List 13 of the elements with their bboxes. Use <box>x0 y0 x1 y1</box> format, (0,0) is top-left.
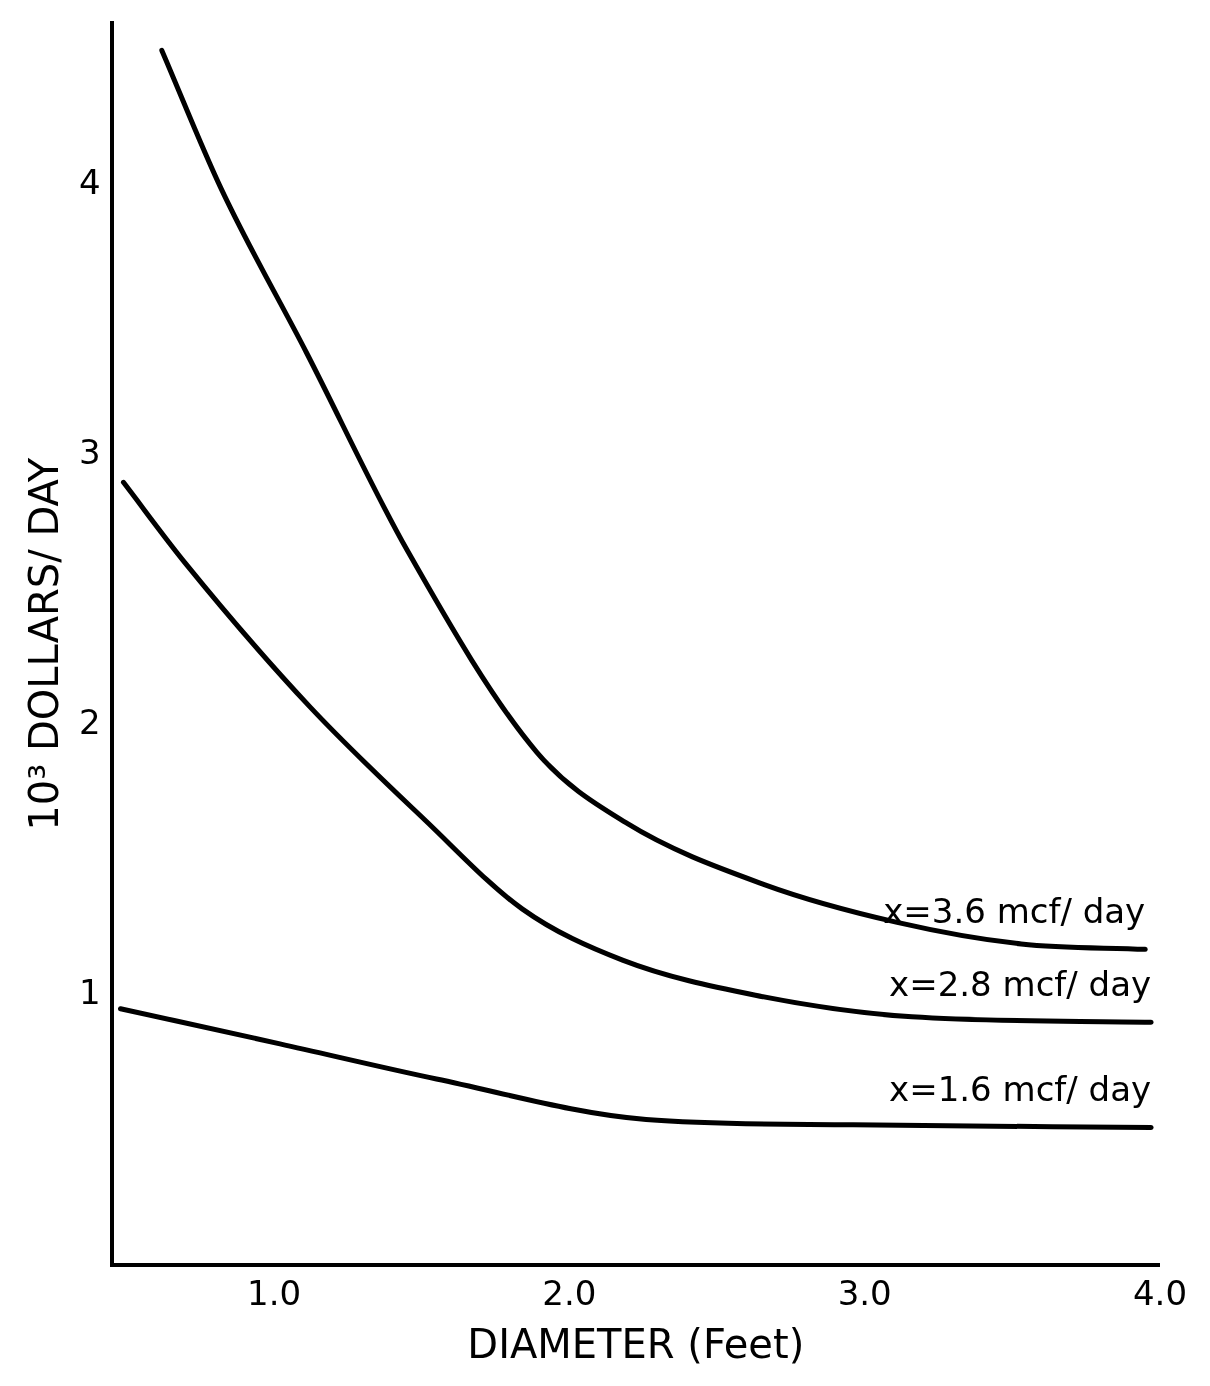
x-tick-label: 1.0 <box>247 1273 302 1314</box>
x-tick-label: 2.0 <box>542 1273 597 1314</box>
y-tick-label: 3 <box>78 432 101 473</box>
y-tick-label: 2 <box>78 702 101 743</box>
x-tick-label: 3.0 <box>837 1273 892 1314</box>
y-axis-title: 10³ DOLLARS/ DAY <box>21 457 68 831</box>
x-axis-title: DIAMETER (Feet) <box>467 1321 805 1368</box>
y-tick-label: 4 <box>78 162 101 203</box>
y-tick-label: 1 <box>78 972 101 1013</box>
series-label: x=1.6 mcf/ day <box>889 1069 1152 1110</box>
series-label: x=2.8 mcf/ day <box>889 964 1152 1005</box>
series-label: x=3.6 mcf/ day <box>883 891 1146 932</box>
x-tick-label: 4.0 <box>1132 1273 1188 1314</box>
